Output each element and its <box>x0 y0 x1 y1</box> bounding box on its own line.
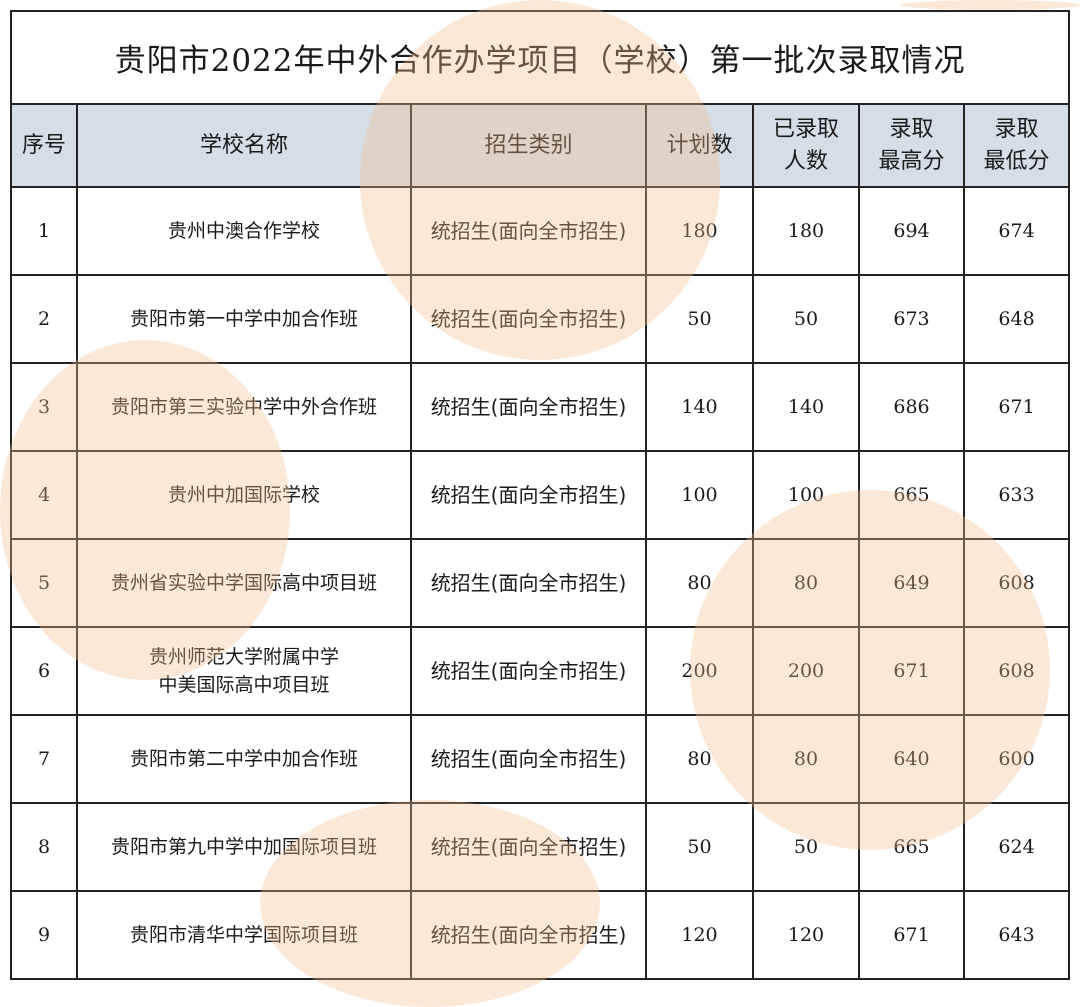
school-name-line: 贵州师范大学附属中学 <box>148 646 339 668</box>
cell-index: 4 <box>10 450 78 540</box>
cell-category: 统招生(面向全市招生) <box>410 626 647 716</box>
school-name-line: 贵州省实验中学国际高中项目班 <box>110 572 377 594</box>
header-school: 学校名称 <box>76 103 412 188</box>
cell-plan: 50 <box>645 274 754 364</box>
cell-plan: 180 <box>645 186 754 276</box>
table-row: 8 贵阳市第九中学中加国际项目班 统招生(面向全市招生) 50 50 665 624 <box>10 802 1071 892</box>
cell-plan: 200 <box>645 626 754 716</box>
cell-min-score: 624 <box>962 802 1071 892</box>
cell-index: 5 <box>10 538 78 628</box>
header-index: 序号 <box>10 103 78 188</box>
header-min-line1: 录取 <box>994 116 1039 142</box>
cell-min-score: 600 <box>962 714 1071 804</box>
school-name-line: 贵阳市第一中学中加合作班 <box>129 308 358 330</box>
cell-category: 统招生(面向全市招生) <box>410 890 647 980</box>
cell-admitted: 140 <box>752 362 860 452</box>
cell-admitted: 50 <box>752 802 860 892</box>
cell-max-score: 671 <box>858 890 965 980</box>
cell-max-score: 686 <box>858 362 965 452</box>
header-row: 序号 学校名称 招生类别 计划数 已录取人数 录取最高分 录取最低分 <box>10 103 1071 188</box>
cell-admitted: 200 <box>752 626 860 716</box>
header-max-line1: 录取 <box>889 116 934 142</box>
header-min-line2: 最低分 <box>983 148 1050 174</box>
cell-max-score: 694 <box>858 186 965 276</box>
cell-max-score: 640 <box>858 714 965 804</box>
table-row: 9 贵阳市清华中学国际项目班 统招生(面向全市招生) 120 120 671 643 <box>10 890 1071 980</box>
cell-school-name: 贵州中澳合作学校 <box>76 186 412 276</box>
header-admitted-line2: 人数 <box>783 148 828 174</box>
cell-index: 6 <box>10 626 78 716</box>
header-max-score: 录取 最高分 <box>858 103 965 188</box>
cell-index: 7 <box>10 714 78 804</box>
cell-max-score: 665 <box>858 802 965 892</box>
header-admitted-line1: 已录取 <box>772 116 839 142</box>
cell-index: 9 <box>10 890 78 980</box>
cell-index: 3 <box>10 362 78 452</box>
cell-max-score: 649 <box>858 538 965 628</box>
cell-index: 8 <box>10 802 78 892</box>
table-row: 4 贵州中加国际学校 统招生(面向全市招生) 100 100 665 633 <box>10 450 1071 540</box>
cell-school-name: 贵州师范大学附属中学 中美国际高中项目班 <box>76 626 412 716</box>
school-name-line: 贵州中加国际学校 <box>167 484 320 506</box>
cell-category: 统招生(面向全市招生) <box>410 274 647 364</box>
cell-category: 统招生(面向全市招生) <box>410 362 647 452</box>
cell-admitted: 120 <box>752 890 860 980</box>
cell-plan: 100 <box>645 450 754 540</box>
cell-min-score: 608 <box>962 538 1071 628</box>
cell-index: 2 <box>10 274 78 364</box>
table-row: 7 贵阳市第二中学中加合作班 统招生(面向全市招生) 80 80 640 600 <box>10 714 1071 804</box>
school-name-line: 贵州中澳合作学校 <box>167 220 320 242</box>
cell-plan: 120 <box>645 890 754 980</box>
cell-category: 统招生(面向全市招生) <box>410 714 647 804</box>
school-name-line: 贵阳市第九中学中加国际项目班 <box>110 836 377 858</box>
cell-school-name: 贵州省实验中学国际高中项目班 <box>76 538 412 628</box>
cell-school-name: 贵州中加国际学校 <box>76 450 412 540</box>
cell-category: 统招生(面向全市招生) <box>410 802 647 892</box>
header-min-score: 录取 最低分 <box>962 103 1071 188</box>
cell-plan: 80 <box>645 538 754 628</box>
header-admitted: 已录取 人数 <box>752 103 860 188</box>
table-row: 5 贵州省实验中学国际高中项目班 统招生(面向全市招生) 80 80 649 608 <box>10 538 1071 628</box>
header-max-line2: 最高分 <box>878 148 945 174</box>
cell-min-score: 643 <box>962 890 1071 980</box>
cell-school-name: 贵阳市第一中学中加合作班 <box>76 274 412 364</box>
cell-admitted: 180 <box>752 186 860 276</box>
cell-category: 统招生(面向全市招生) <box>410 450 647 540</box>
school-name-line: 中美国际高中项目班 <box>158 674 330 696</box>
table-row: 3 贵阳市第三实验中学中外合作班 统招生(面向全市招生) 140 140 686 671 <box>10 362 1071 452</box>
cell-min-score: 633 <box>962 450 1071 540</box>
cell-category: 统招生(面向全市招生) <box>410 538 647 628</box>
cell-school-name: 贵阳市清华中学国际项目班 <box>76 890 412 980</box>
cell-min-score: 671 <box>962 362 1071 452</box>
cell-min-score: 648 <box>962 274 1071 364</box>
cell-category: 统招生(面向全市招生) <box>410 186 647 276</box>
table-row: 6 贵州师范大学附属中学 中美国际高中项目班 统招生(面向全市招生) 200 200 671… <box>10 626 1071 716</box>
cell-admitted: 100 <box>752 450 860 540</box>
school-name-line: 贵阳市第二中学中加合作班 <box>129 748 358 770</box>
table-row: 2 贵阳市第一中学中加合作班 统招生(面向全市招生) 50 50 673 648 <box>10 274 1071 364</box>
cell-admitted: 50 <box>752 274 860 364</box>
school-name-line: 贵阳市第三实验中学中外合作班 <box>110 396 377 418</box>
cell-plan: 80 <box>645 714 754 804</box>
table-row: 1 贵州中澳合作学校 统招生(面向全市招生) 180 180 694 674 <box>10 186 1071 276</box>
cell-max-score: 665 <box>858 450 965 540</box>
cell-index: 1 <box>10 186 78 276</box>
cell-admitted: 80 <box>752 714 860 804</box>
table-title: 贵阳市2022年中外合作办学项目（学校）第一批次录取情况 <box>9 10 1071 105</box>
cell-school-name: 贵阳市第九中学中加国际项目班 <box>76 802 412 892</box>
cell-admitted: 80 <box>752 538 860 628</box>
cell-plan: 50 <box>645 802 754 892</box>
watermark-logo <box>900 0 1080 10</box>
cell-min-score: 674 <box>962 186 1071 276</box>
cell-plan: 140 <box>645 362 754 452</box>
school-name-line: 贵阳市清华中学国际项目班 <box>129 924 358 946</box>
cell-school-name: 贵阳市第三实验中学中外合作班 <box>76 362 412 452</box>
cell-school-name: 贵阳市第二中学中加合作班 <box>76 714 412 804</box>
header-plan: 计划数 <box>645 103 754 188</box>
cell-max-score: 671 <box>858 626 965 716</box>
cell-max-score: 673 <box>858 274 965 364</box>
admission-table: 贵阳市2022年中外合作办学项目（学校）第一批次录取情况 序号 学校名称 招生类… <box>9 10 1071 980</box>
header-category: 招生类别 <box>410 103 647 188</box>
cell-min-score: 608 <box>962 626 1071 716</box>
